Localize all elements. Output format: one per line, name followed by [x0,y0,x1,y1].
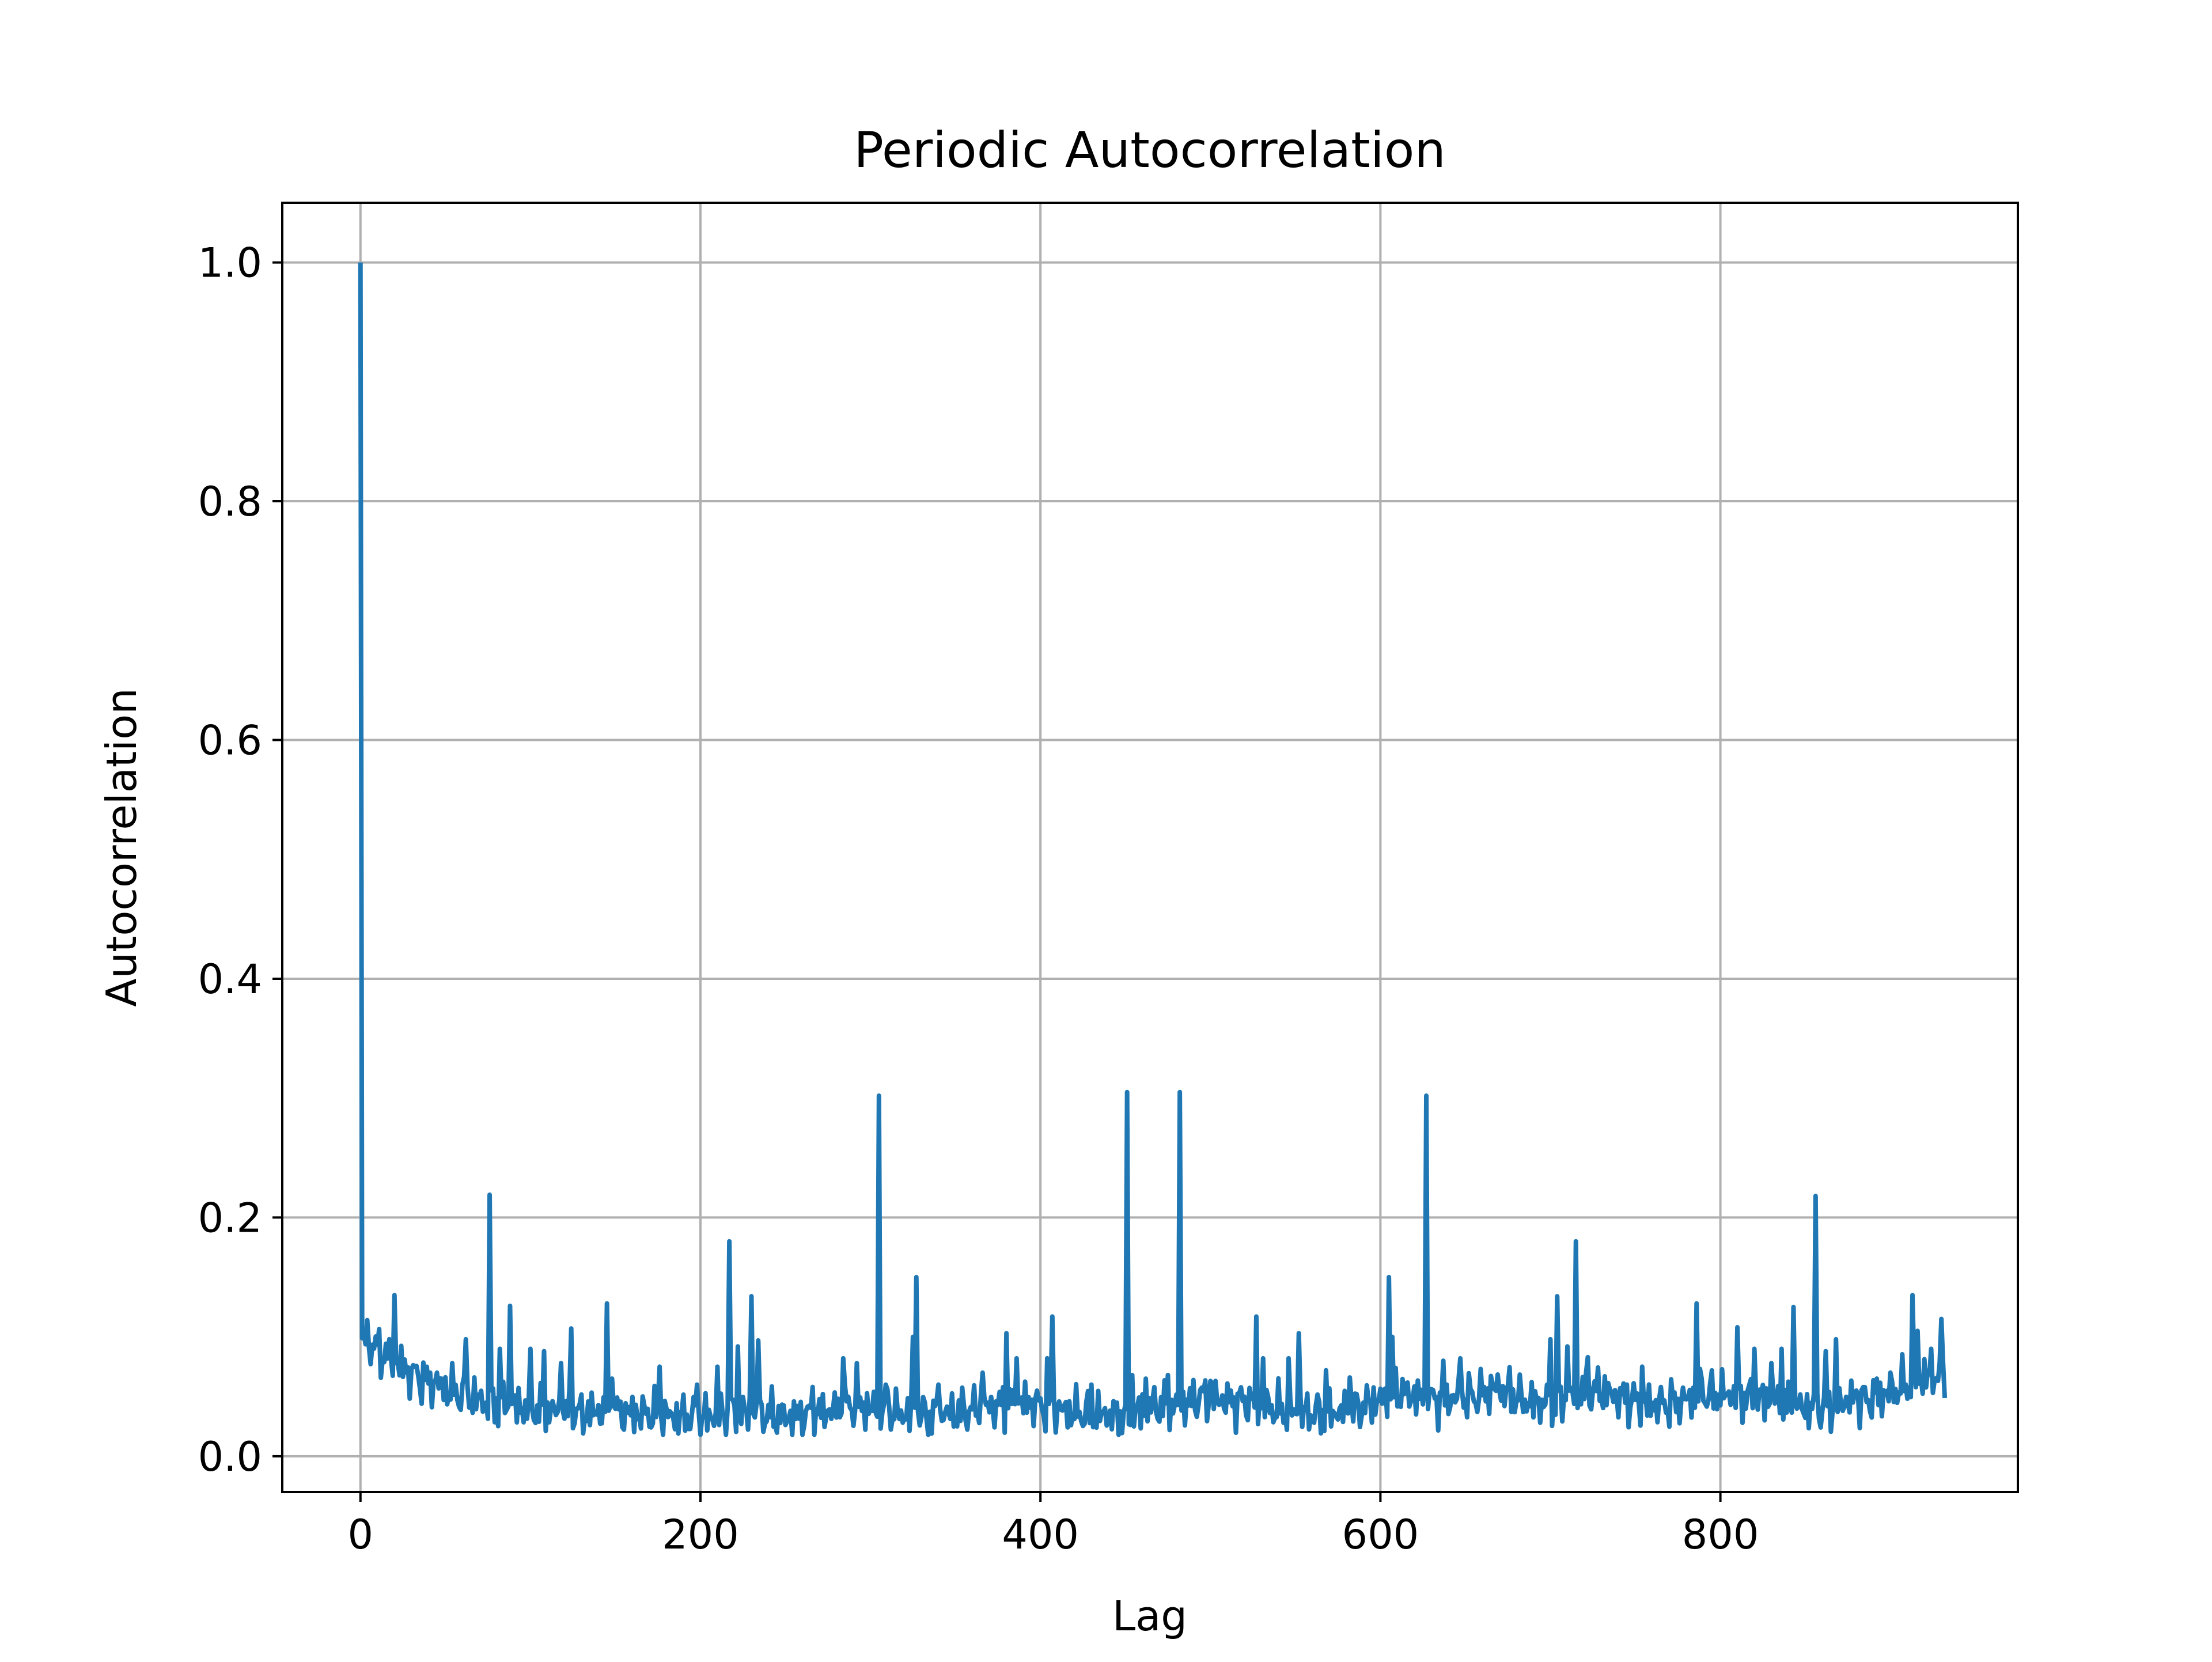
plot-frame [281,202,2019,1493]
x-axis: 0 200 400 600 800 [347,1492,1759,1558]
x-tick-label: 0 [347,1511,373,1558]
series-layer [358,262,1948,1437]
chart-title: Periodic Autocorrelation [854,122,1446,179]
x-tick-label: 200 [662,1511,739,1558]
y-tick-label: 0.8 [198,478,262,525]
autocorrelation-line [358,262,1948,1437]
x-tick-label: 400 [1002,1511,1079,1558]
y-tick-label: 0.6 [198,717,262,764]
y-axis: 0.0 0.2 0.4 0.6 0.8 1.0 [198,240,282,1481]
x-tick-label: 600 [1342,1511,1419,1558]
grid [282,203,2018,1492]
y-tick-label: 0.4 [198,956,262,1003]
y-tick-label: 0.0 [198,1433,262,1481]
x-tick-label: 800 [1682,1511,1759,1558]
x-axis-label: Lag [1112,1592,1187,1640]
y-tick-label: 1.0 [198,240,262,287]
y-tick-label: 0.2 [198,1194,262,1241]
y-axis-label: Autocorrelation [97,688,146,1007]
